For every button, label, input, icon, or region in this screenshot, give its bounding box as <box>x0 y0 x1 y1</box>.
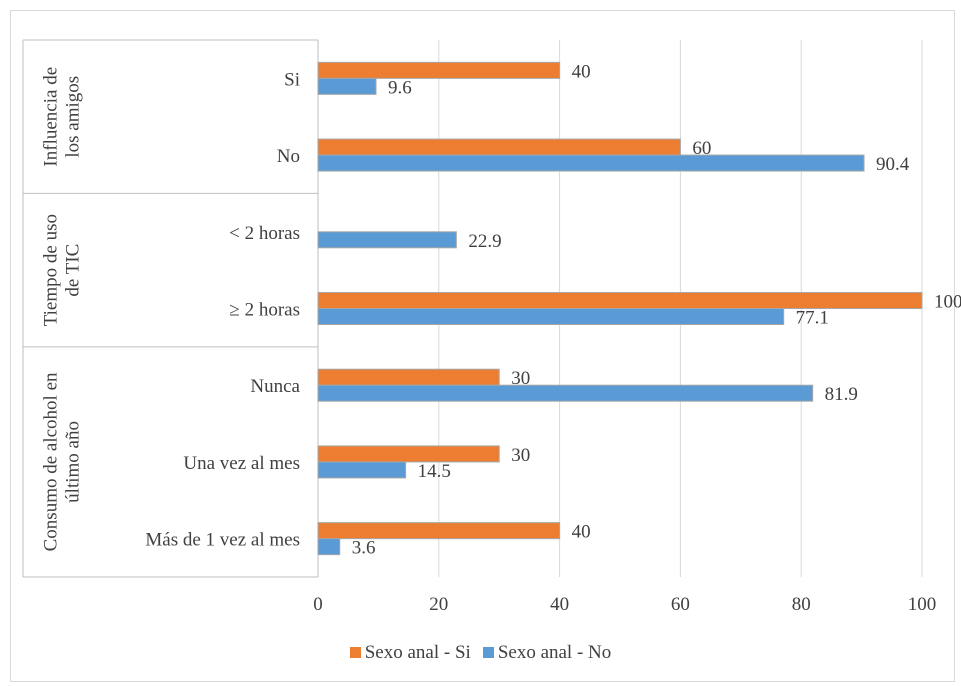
chart-frame <box>10 10 955 682</box>
legend-label-0: Sexo anal - Si <box>364 642 471 663</box>
data-label-si-1: 60 <box>692 138 711 159</box>
x-tick-label-80: 80 <box>792 594 811 615</box>
bar-no-2 <box>317 231 457 249</box>
group-label-0: Influencia delos amigos <box>41 67 84 167</box>
category-label-2: < 2 horas <box>229 223 300 244</box>
legend-swatch-0 <box>349 647 361 658</box>
legend-item-0: Sexo anal - Si <box>349 642 471 664</box>
data-label-no-6: 3.6 <box>352 538 376 559</box>
bar-si-1 <box>317 138 681 156</box>
x-tick-label-40: 40 <box>550 594 569 615</box>
bar-si-5 <box>317 445 500 463</box>
category-label-4: Nunca <box>250 376 300 397</box>
group-label-2: Consumo de alcohol enúltimo año <box>41 372 84 551</box>
category-label-3: ≥ 2 horas <box>229 300 300 321</box>
category-label-0: Si <box>284 69 300 90</box>
data-label-no-3: 77.1 <box>796 308 829 329</box>
group-label-1: Tiempo de usode TIC <box>41 214 84 326</box>
data-label-no-4: 81.9 <box>825 384 858 405</box>
x-tick-label-20: 20 <box>429 594 448 615</box>
category-label-5: Una vez al mes <box>183 453 300 474</box>
data-label-no-2: 22.9 <box>468 231 501 252</box>
legend: Sexo anal - Si Sexo anal - No <box>0 642 961 664</box>
legend-item-1: Sexo anal - No <box>482 642 612 664</box>
bar-si-0 <box>317 61 561 79</box>
x-tick-label-100: 100 <box>908 594 937 615</box>
data-label-si-0: 40 <box>572 61 591 82</box>
x-tick-label-60: 60 <box>671 594 690 615</box>
bar-si-6 <box>317 522 561 540</box>
data-label-si-5: 30 <box>511 445 530 466</box>
data-label-si-4: 30 <box>511 368 530 389</box>
data-label-si-6: 40 <box>572 522 591 543</box>
data-label-no-5: 14.5 <box>418 461 451 482</box>
legend-label-1: Sexo anal - No <box>497 642 612 663</box>
category-label-1: No <box>277 146 300 167</box>
bar-no-6 <box>317 538 341 556</box>
bar-no-5 <box>317 461 407 479</box>
category-label-6: Más de 1 vez al mes <box>145 530 300 551</box>
bar-si-3 <box>317 292 923 309</box>
bar-no-3 <box>317 308 785 325</box>
data-label-no-0: 9.6 <box>388 77 412 98</box>
x-tick-label-0: 0 <box>313 594 323 615</box>
bar-no-0 <box>317 77 377 95</box>
bar-no-1 <box>317 154 865 172</box>
bar-no-4 <box>317 384 814 402</box>
bar-si-4 <box>317 368 500 386</box>
data-label-si-3: 100 <box>934 292 961 313</box>
data-label-no-1: 90.4 <box>876 154 910 175</box>
legend-swatch-1 <box>482 647 494 658</box>
